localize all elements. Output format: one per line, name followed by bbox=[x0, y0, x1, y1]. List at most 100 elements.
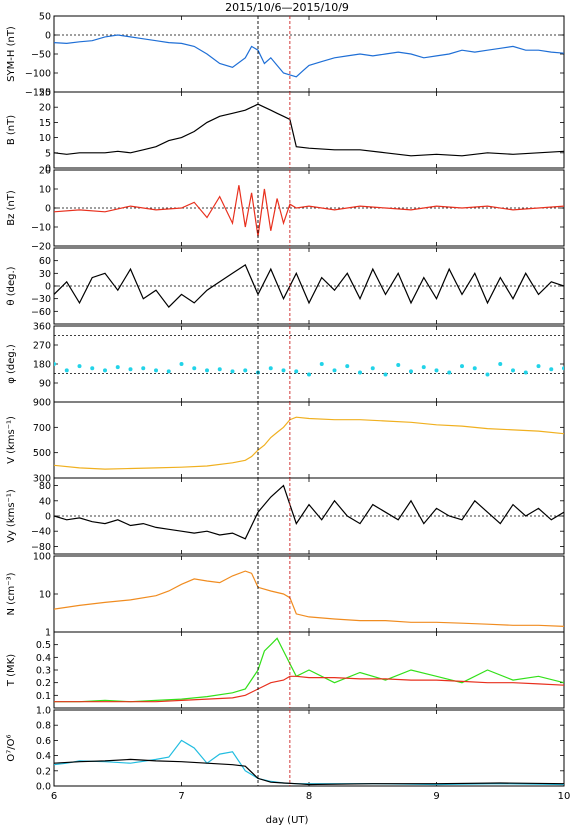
chart-title: 2015/10/6—2015/10/9 bbox=[225, 1, 349, 14]
y-tick-label: −40 bbox=[31, 527, 51, 538]
data-point bbox=[179, 362, 184, 366]
data-point bbox=[90, 366, 95, 371]
y-tick-label: −60 bbox=[31, 307, 51, 318]
y-tick-label: 0.2 bbox=[36, 766, 51, 777]
data-point bbox=[154, 368, 158, 373]
series-line-1 bbox=[54, 675, 564, 703]
y-tick-label: 10 bbox=[39, 133, 51, 144]
y-tick-label: 270 bbox=[33, 341, 51, 352]
data-point bbox=[447, 370, 452, 375]
y-tick-label: 0.6 bbox=[36, 736, 51, 747]
y-axis-label: Vy (kms⁻¹) bbox=[6, 489, 17, 543]
y-tick-label: −80 bbox=[31, 542, 51, 553]
panel-frame bbox=[53, 401, 565, 479]
y-tick-label: 700 bbox=[33, 423, 51, 434]
data-point bbox=[511, 368, 515, 373]
y-tick-label: 0 bbox=[45, 31, 51, 42]
data-point bbox=[217, 367, 222, 372]
panel-1: 0 5 10 15 20 25 B (nT) bbox=[6, 88, 565, 175]
data-point bbox=[281, 368, 286, 373]
y-tick-label: 30 bbox=[39, 269, 51, 280]
y-tick-label: −50 bbox=[31, 50, 51, 61]
y-tick-label: 900 bbox=[33, 398, 51, 409]
y-tick-label: 500 bbox=[33, 448, 51, 459]
data-point bbox=[345, 364, 350, 369]
y-tick-label: 0 bbox=[45, 164, 51, 175]
data-point bbox=[358, 370, 362, 375]
y-tick-label: −10 bbox=[31, 223, 51, 234]
y-axis-label: φ (deg.) bbox=[6, 344, 17, 384]
panel-frame bbox=[53, 555, 565, 633]
y-tick-label: 25 bbox=[39, 88, 51, 99]
data-point bbox=[166, 369, 171, 374]
series-line-0 bbox=[54, 185, 564, 237]
series-line-0 bbox=[54, 570, 564, 627]
y-tick-label: 0 bbox=[45, 512, 51, 523]
data-point bbox=[562, 366, 564, 371]
data-point bbox=[434, 368, 439, 373]
y-tick-label: 0.2 bbox=[36, 678, 51, 689]
series-line-0 bbox=[54, 484, 564, 540]
y-axis-label: B (nT) bbox=[6, 115, 17, 145]
y-tick-label: 0 bbox=[45, 204, 51, 215]
y-tick-label: 60 bbox=[39, 256, 51, 267]
data-point bbox=[230, 369, 235, 374]
y-axis-label: V (kms⁻¹) bbox=[6, 416, 17, 464]
data-point bbox=[205, 368, 209, 373]
y-tick-label: 300 bbox=[33, 474, 51, 485]
panel-0: 50 0 −50 −100 −150 SYM-H (nT) bbox=[6, 12, 565, 99]
y-tick-label: 15 bbox=[39, 118, 51, 129]
y-tick-label: 20 bbox=[39, 166, 51, 177]
data-point bbox=[54, 362, 56, 366]
data-point bbox=[421, 365, 426, 370]
panel-frame bbox=[53, 15, 565, 93]
y-tick-label: 0.4 bbox=[36, 653, 51, 664]
y-axis-label: Bz (nT) bbox=[6, 190, 17, 226]
data-point bbox=[128, 367, 133, 372]
y-tick-label: 1 bbox=[45, 628, 51, 639]
data-point bbox=[370, 366, 375, 371]
x-tick-label: 8 bbox=[306, 791, 312, 802]
y-tick-label: 50 bbox=[39, 12, 51, 23]
y-tick-label: 0 bbox=[45, 282, 51, 293]
y-tick-label: 5 bbox=[45, 148, 51, 159]
y-axis-label: θ (deg.) bbox=[6, 266, 17, 305]
series-line-0 bbox=[54, 739, 564, 786]
data-point bbox=[294, 369, 299, 374]
data-point bbox=[549, 367, 554, 372]
y-tick-label: 90 bbox=[39, 379, 51, 390]
y-axis-label: N (cm⁻³) bbox=[6, 572, 17, 615]
x-tick-label: 10 bbox=[558, 791, 570, 802]
y-tick-label: 10 bbox=[39, 185, 51, 196]
y-tick-label: 100 bbox=[33, 552, 51, 563]
series-line-0 bbox=[54, 416, 564, 470]
y-axis-label: O⁷/O⁶ bbox=[6, 734, 17, 761]
y-tick-label: 0.1 bbox=[36, 691, 51, 702]
series-line-1 bbox=[54, 758, 564, 786]
y-tick-label: 0.3 bbox=[36, 666, 51, 677]
data-point bbox=[141, 366, 146, 371]
x-axis-label: day (UT) bbox=[266, 815, 309, 826]
y-axis-label: SYM-H (nT) bbox=[6, 26, 17, 82]
panel-frame bbox=[53, 91, 565, 169]
data-point bbox=[64, 368, 69, 373]
data-point bbox=[77, 364, 82, 369]
data-point bbox=[460, 364, 464, 369]
data-point bbox=[307, 372, 311, 377]
data-point bbox=[319, 362, 324, 366]
y-tick-label: 1.0 bbox=[36, 706, 51, 717]
y-tick-label: 0.0 bbox=[36, 782, 51, 793]
x-tick-label: 7 bbox=[178, 791, 184, 802]
x-tick-label: 9 bbox=[433, 791, 439, 802]
panel-6: −80 −40 0 40 80 Vy (kms⁻¹) bbox=[6, 477, 565, 555]
x-tick-label: 6 bbox=[51, 791, 57, 802]
y-tick-label: 0.5 bbox=[36, 640, 51, 651]
data-point bbox=[332, 368, 337, 373]
y-tick-label: 80 bbox=[39, 481, 51, 492]
panel-9: 0.0 0.2 0.4 0.6 0.8 1.0 O⁷/O⁶ bbox=[6, 706, 565, 793]
data-point bbox=[409, 369, 413, 374]
y-tick-label: −20 bbox=[31, 242, 51, 253]
y-axis-label: T (MK) bbox=[6, 654, 17, 687]
data-point bbox=[536, 364, 541, 369]
